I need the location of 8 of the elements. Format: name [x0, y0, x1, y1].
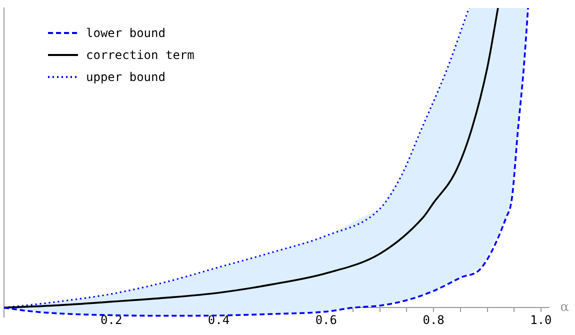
- x-tick-label: 0.4: [208, 313, 230, 328]
- x-axis-title: α: [560, 300, 569, 315]
- x-tick-label: 1.0: [530, 313, 552, 328]
- x-tick-label: 0.8: [422, 313, 444, 328]
- x-tick-label: 0.6: [315, 313, 338, 328]
- legend-label: correction term: [86, 47, 194, 64]
- legend-label: lower bound: [86, 25, 166, 42]
- legend-label: upper bound: [86, 69, 166, 86]
